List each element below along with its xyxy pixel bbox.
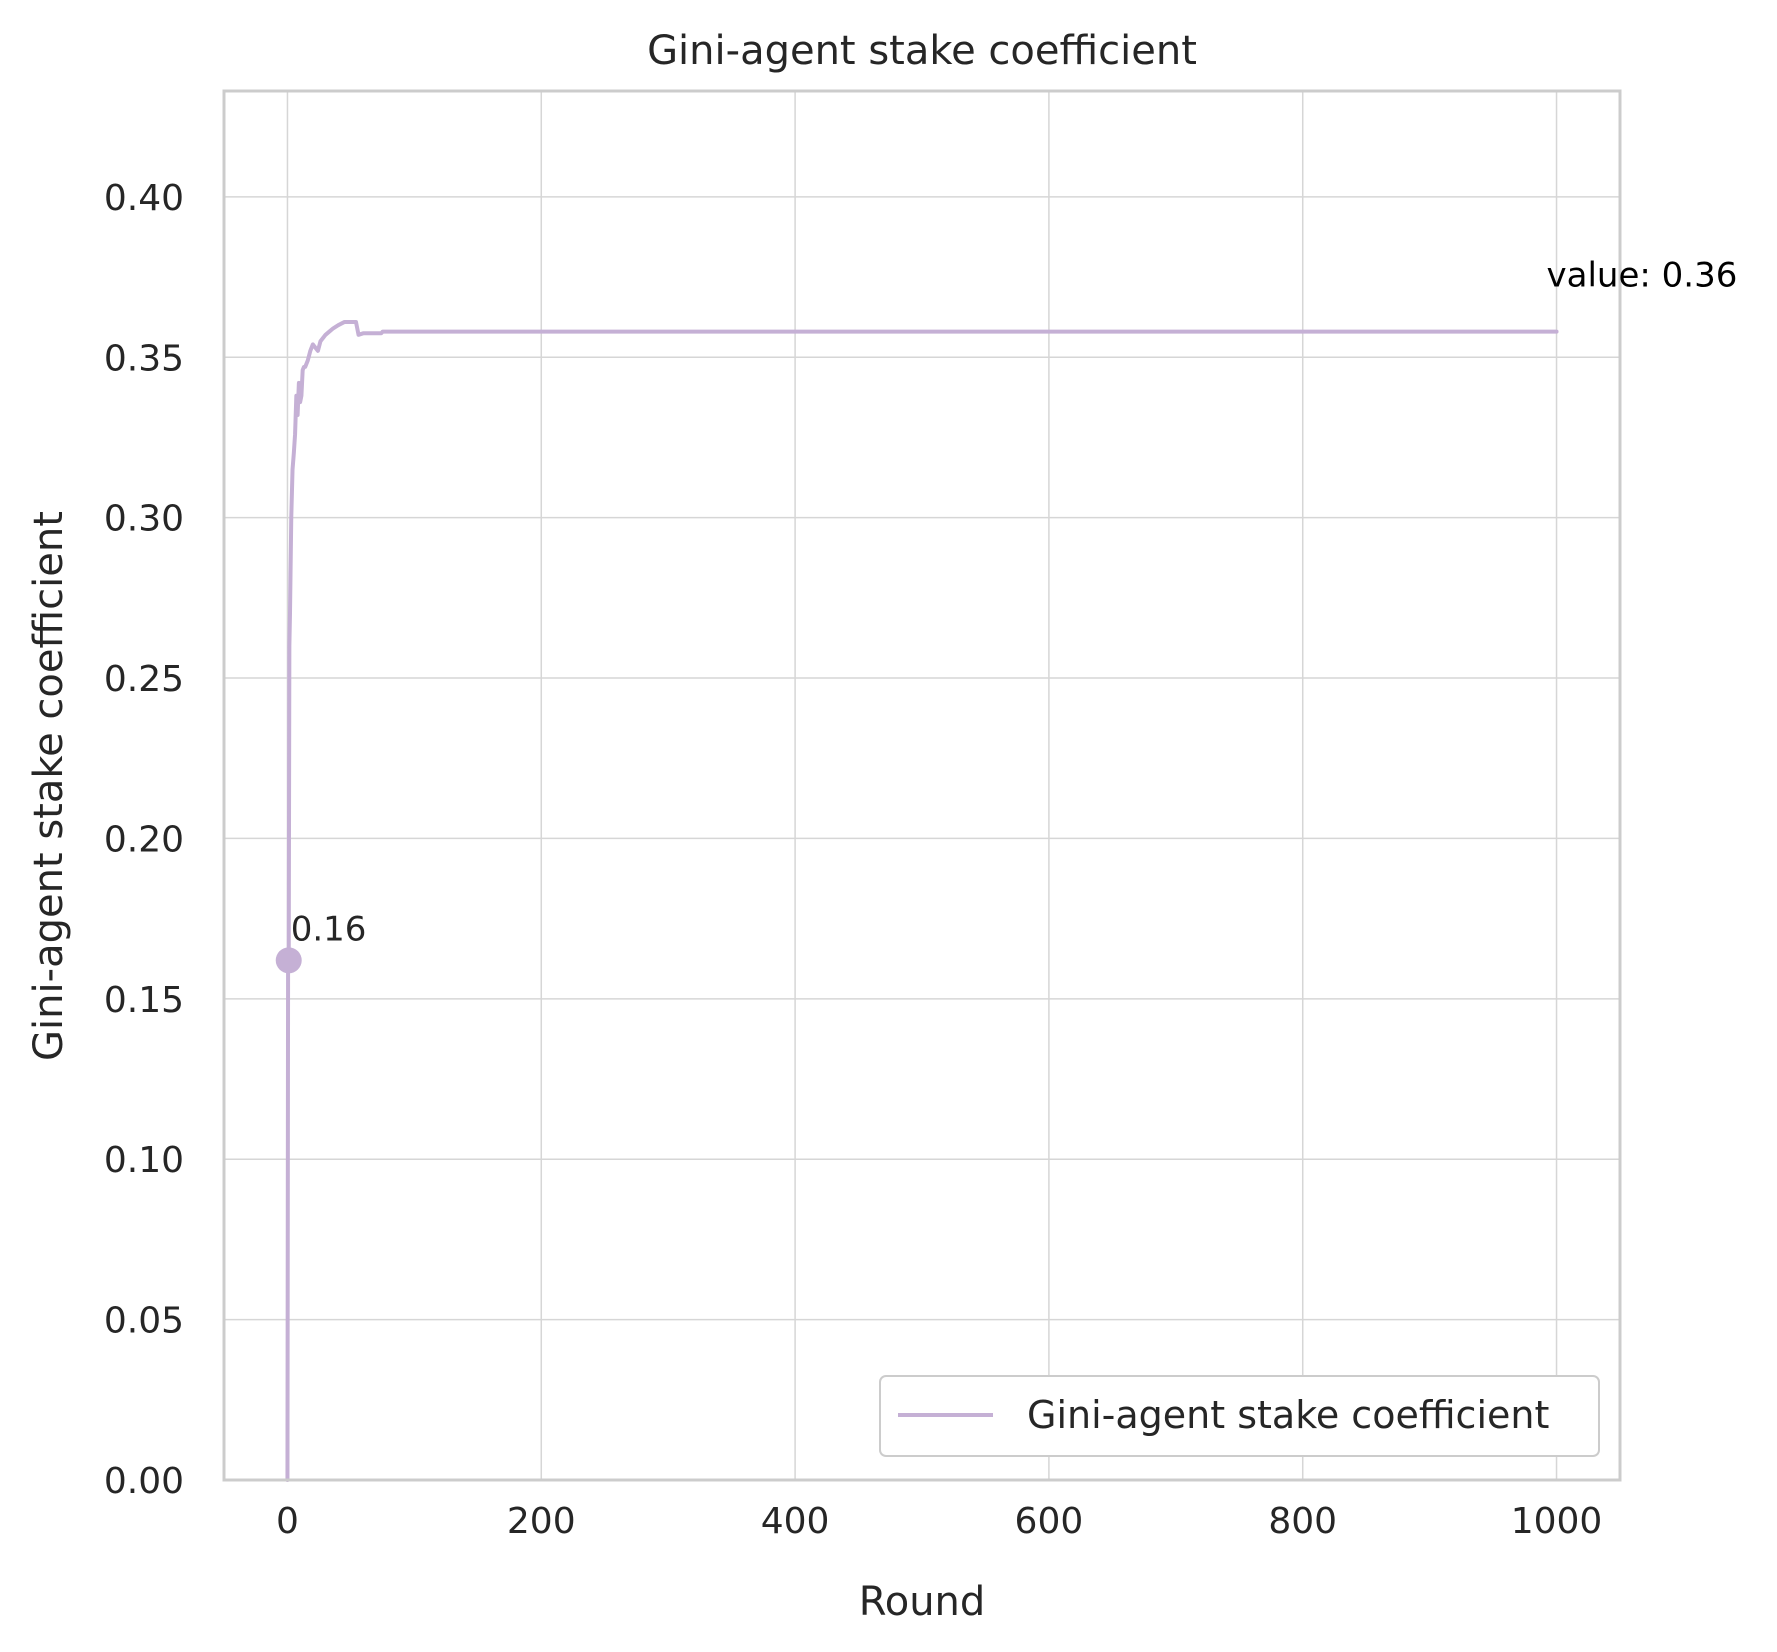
legend-label: Gini-agent stake coefficient	[1027, 1393, 1549, 1437]
y-tick-label: 0.20	[104, 819, 184, 860]
plot-frame	[222, 89, 1622, 1482]
y-axis-label: Gini-agent stake coefficient	[26, 511, 72, 1061]
y-tick-label: 0.15	[104, 980, 184, 1021]
chart-title: Gini-agent stake coefficient	[647, 28, 1197, 74]
plot-lines	[275, 319, 1559, 1482]
end-value-annotation: value: 0.36	[1547, 256, 1738, 296]
y-tick-label: 0.25	[104, 659, 184, 700]
x-tick-label: 0	[276, 1501, 299, 1542]
y-tick-label: 0.40	[104, 178, 184, 219]
y-ticks: 0.00 0.05 0.10 0.15 0.20 0.25 0.30 0.35 0.40	[104, 178, 184, 1502]
y-tick-label: 0.30	[104, 499, 184, 540]
x-tick-label: 1000	[1511, 1501, 1603, 1542]
x-tick-label: 400	[761, 1501, 830, 1542]
y-tick-label: 0.10	[104, 1140, 184, 1181]
grid	[224, 91, 1620, 1481]
y-tick-label: 0.35	[104, 338, 184, 379]
legend-box	[879, 1375, 1600, 1457]
x-ticks: 0 200 400 600 800 1000	[276, 1501, 1602, 1542]
start-annotation: 0.16	[291, 909, 367, 949]
y-tick-label: 0.05	[104, 1301, 184, 1342]
x-tick-label: 200	[507, 1501, 576, 1542]
start-point-marker	[275, 947, 302, 974]
legend: Gini-agent stake coefficient	[879, 1375, 1600, 1457]
x-tick-label: 800	[1268, 1501, 1337, 1542]
x-tick-label: 600	[1015, 1501, 1084, 1542]
y-tick-label: 0.00	[104, 1461, 184, 1502]
x-axis-label: Round	[859, 1579, 986, 1625]
series-line	[285, 319, 1559, 1482]
